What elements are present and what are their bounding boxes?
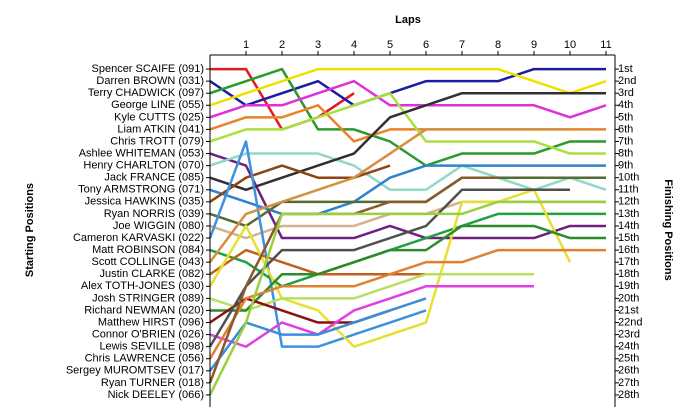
starting-position-label: Terry CHADWICK (097) [88, 87, 204, 99]
starting-position-label: Joe WIGGIN (080) [113, 220, 204, 232]
finishing-position-label: 10th [618, 172, 639, 184]
x-tick-label: 6 [423, 39, 429, 51]
x-axis-title: Laps [395, 14, 421, 26]
driver-line [209, 67, 606, 167]
x-tick-label: 1 [243, 39, 249, 51]
finishing-position-label: 6th [618, 123, 633, 135]
finishing-position-label: 3rd [618, 87, 634, 99]
x-tick-label: 11 [600, 39, 611, 51]
starting-position-label: Cameron KARVASKI (022) [73, 232, 204, 244]
x-tick-label: 10 [564, 39, 576, 51]
starting-position-label: Liam ATKIN (041) [117, 123, 204, 135]
starting-position-label: Spencer SCAIFE (091) [92, 63, 205, 75]
finishing-position-label: 28th [618, 389, 639, 401]
driver-line [208, 128, 570, 263]
finishing-position-label: 19th [618, 280, 639, 292]
driver-line [209, 212, 606, 288]
starting-position-label: Ryan NORRIS (039) [104, 208, 204, 220]
x-tick-label: 4 [351, 39, 357, 51]
starting-position-label: Darren BROWN (031) [96, 75, 204, 87]
x-tick-label: 2 [279, 39, 285, 51]
driver-line [208, 248, 606, 360]
finishing-position-label: 25th [618, 353, 639, 365]
driver-line [209, 164, 391, 203]
starting-position-label: Ashlee WHITEMAN (053) [79, 147, 204, 159]
x-tick-label: 3 [315, 39, 321, 51]
starting-position-label: Tony ARMSTRONG (071) [78, 184, 204, 196]
finishing-position-label: 23rd [618, 328, 640, 340]
x-tick-label: 8 [495, 39, 501, 51]
driver-line [209, 164, 606, 216]
finishing-position-label: 22nd [618, 316, 642, 328]
driver-line [209, 79, 607, 119]
finishing-position-label: 15th [618, 232, 639, 244]
finishing-position-label: 4th [618, 99, 633, 111]
driver-line [208, 188, 570, 348]
driver-line [209, 67, 606, 107]
finishing-position-label: 8th [618, 147, 633, 159]
starting-position-label: Henry CHARLTON (070) [83, 160, 204, 172]
finishing-position-label: 16th [618, 244, 639, 256]
finishing-position-label: 26th [618, 365, 639, 377]
finishing-position-label: 27th [618, 377, 639, 389]
starting-position-label: Sergey MUROMTSEV (017) [66, 365, 204, 377]
finishing-position-label: 7th [618, 135, 633, 147]
starting-position-label: Scott COLLINGE (043) [92, 256, 205, 268]
x-tick-label: 5 [387, 39, 393, 51]
driver-line [209, 91, 606, 192]
finishing-position-label: 12th [618, 196, 639, 208]
x-tick-label: 7 [459, 39, 465, 51]
y-axis-title-left: Starting Positions [24, 183, 36, 277]
starting-position-label: Nick DEELEY (066) [108, 389, 204, 401]
driver-line [210, 224, 606, 312]
starting-position-label: Connor O'BRIEN (026) [92, 328, 204, 340]
finishing-position-label: 1st [618, 63, 633, 75]
axes: 1 2 3 4 5 6 7 8 9 10 11 1st2nd3rd4th5th6th7th8th9th… [66, 39, 642, 407]
starting-position-label: Lewis SEVILLE (098) [99, 341, 204, 353]
finishing-position-label: 2nd [618, 75, 636, 87]
lines [208, 67, 607, 396]
driver-line [208, 188, 572, 348]
finishing-position-label: 9th [618, 160, 633, 172]
starting-position-label: Matthew HIRST (096) [98, 316, 204, 328]
driver-line [209, 67, 607, 107]
starting-position-label: Alex TOTH-JONES (030) [81, 280, 204, 292]
starting-position-label: Chris LAWRENCE (056) [85, 353, 204, 365]
finishing-position-label: 21st [618, 304, 639, 316]
finishing-position-label: 5th [618, 111, 633, 123]
finishing-position-label: 11th [618, 184, 639, 196]
driver-line [209, 152, 607, 192]
finishing-position-label: 17th [618, 256, 639, 268]
starting-position-label: Kyle CUTTS (025) [114, 111, 204, 123]
starting-position-label: Justin CLARKE (082) [99, 268, 204, 280]
driver-line [208, 200, 606, 396]
driver-line [209, 91, 606, 155]
y-axis-title-right: Finishing Positions [662, 179, 674, 280]
driver-line [208, 140, 427, 348]
starting-position-label: Josh STRINGER (089) [92, 292, 204, 304]
finishing-position-label: 18th [618, 268, 639, 280]
finishing-position-label: 13th [618, 208, 639, 220]
x-tick-label: 9 [531, 39, 537, 51]
finishing-position-label: 14th [618, 220, 639, 232]
starting-position-label: Jack FRANCE (085) [104, 172, 204, 184]
starting-position-label: Matt ROBINSON (084) [92, 244, 204, 256]
driver-line [209, 285, 534, 348]
starting-position-label: Richard NEWMAN (020) [84, 304, 204, 316]
starting-position-label: Ryan TURNER (018) [101, 377, 204, 389]
starting-position-label: Jessica HAWKINS (035) [85, 196, 204, 208]
starting-position-label: George LINE (055) [111, 99, 204, 111]
finishing-position-label: 20th [618, 292, 639, 304]
starting-position-label: Chris TROTT (079) [110, 135, 204, 147]
finishing-position-label: 24th [618, 341, 639, 353]
